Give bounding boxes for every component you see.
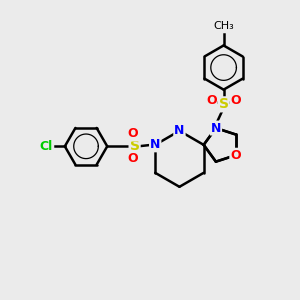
Text: O: O bbox=[206, 94, 217, 107]
Text: N: N bbox=[150, 138, 160, 151]
Text: N: N bbox=[211, 122, 221, 134]
Text: O: O bbox=[231, 94, 241, 107]
Text: CH₃: CH₃ bbox=[214, 21, 235, 31]
Text: O: O bbox=[230, 149, 241, 162]
Text: S: S bbox=[219, 98, 229, 111]
Text: Cl: Cl bbox=[40, 140, 53, 153]
Text: O: O bbox=[128, 128, 138, 140]
Text: O: O bbox=[128, 152, 138, 165]
Text: N: N bbox=[174, 124, 184, 137]
Text: S: S bbox=[130, 139, 140, 153]
